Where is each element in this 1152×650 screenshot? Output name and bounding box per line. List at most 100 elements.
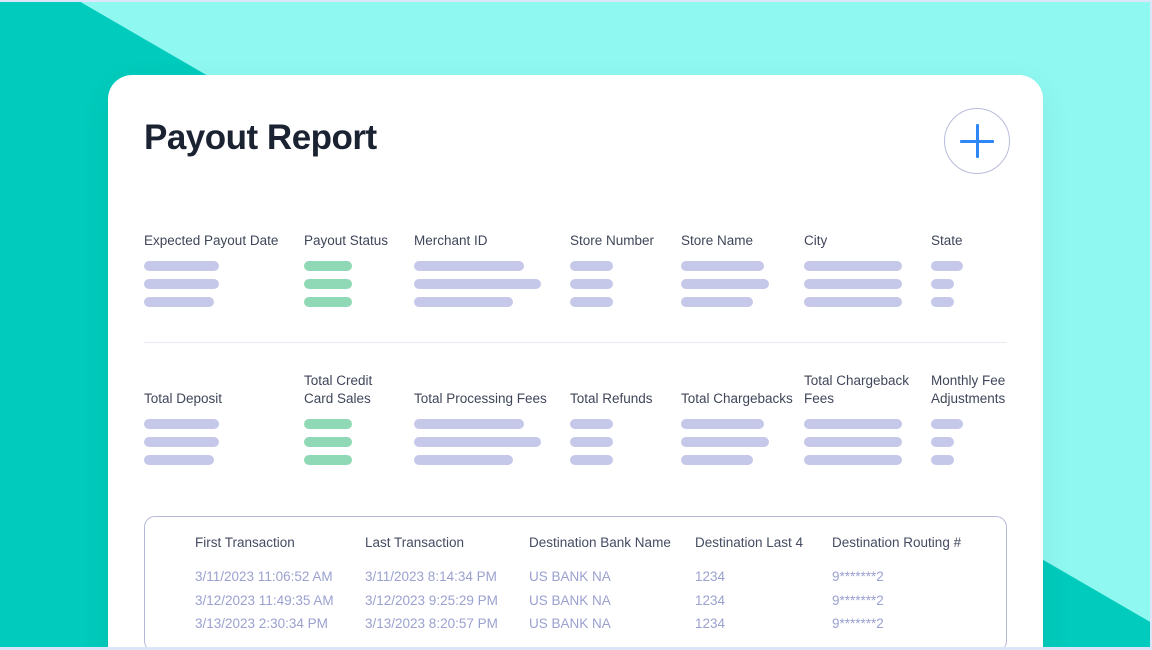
summary-column-label: Total Deposit [144,391,223,406]
summary-column: Merchant ID [414,232,570,315]
skeleton-bar [804,455,902,465]
table-cell: 3/13/2023 2:30:34 PM [195,616,328,631]
skeleton-bar [304,261,352,271]
summary-column-label: Total Refunds [570,391,653,406]
table-header-cell: Destination Routing # [832,535,962,550]
skeleton-bar [570,455,613,465]
transactions-table: First Transaction Last Transaction Destina… [144,516,1007,650]
table-cell: US BANK NA [529,569,611,584]
table-header-cell: First Transaction [195,535,295,550]
summary-column: Total Processing Fees [414,372,570,473]
summary-column: Monthly Fee Adjustments [931,372,1007,473]
add-report-button[interactable] [944,108,1010,174]
skeleton-bar [144,419,219,429]
skeleton-bar [931,437,954,447]
summary-column: Total Chargeback Fees [804,372,931,473]
skeleton-bar [144,279,219,289]
table-cell: 3/11/2023 8:14:34 PM [365,569,497,584]
table-cell: 9*******2 [832,616,884,631]
skeleton-bar [304,279,352,289]
card-header: Payout Report [144,108,1010,174]
skeleton-bar [304,297,352,307]
table-cell: US BANK NA [529,616,611,631]
skeleton-bar [570,419,613,429]
summary-column: Payout Status [304,232,414,315]
skeleton-bar [804,437,902,447]
summary-column: Total Credit Card Sales [304,372,414,473]
table-header-cell: Destination Bank Name [529,535,671,550]
table-header-cell: Destination Last 4 [695,535,804,550]
summary-column-label: Store Number [570,233,655,248]
payout-report-card: Payout Report Expected Payout Date Payout… [108,75,1043,650]
summary-column-label: State [931,233,963,248]
table-cell: 1234 [695,569,726,584]
summary-column-label: Total Chargebacks [681,391,793,406]
skeleton-bar [931,279,954,289]
summary-column-label: Total Processing Fees [414,391,547,406]
transactions-table-body: 3/11/2023 11:06:52 AM 3/11/2023 8:14:34 P… [195,565,986,636]
skeleton-bar [681,279,769,289]
table-cell: 9*******2 [832,592,884,608]
skeleton-bar [570,437,613,447]
table-cell: 3/12/2023 11:49:35 AM [195,592,334,608]
table-cell: US BANK NA [529,592,611,608]
table-cell: 1234 [695,592,726,608]
summary-column-label: City [804,233,828,248]
table-header-cell: Last Transaction [365,535,465,550]
skeleton-bar [414,279,541,289]
skeleton-bar [931,455,954,465]
summary-column: Total Refunds [570,372,681,473]
table-cell: 1234 [695,616,726,631]
skeleton-bar [304,455,352,465]
skeleton-bar [414,437,541,447]
payout-summary-row-2: Total Deposit Total Credit Card Sales Tota… [144,372,1007,473]
table-cell: 3/11/2023 11:06:52 AM [195,569,333,584]
skeleton-bar [144,261,219,271]
skeleton-bar [570,261,613,271]
skeleton-bar [414,455,513,465]
skeleton-bar [931,419,963,429]
skeleton-bar [570,279,613,289]
summary-column: Expected Payout Date [144,232,304,315]
summary-column-label: Total Chargeback Fees [804,373,910,406]
skeleton-bar [681,437,769,447]
skeleton-bar [144,297,214,307]
table-cell: 3/12/2023 9:25:29 PM [365,592,498,608]
table-row: 3/12/2023 11:49:35 AM 3/12/2023 9:25:29 P… [195,589,986,613]
plus-icon [960,124,994,158]
skeleton-bar [931,297,954,307]
skeleton-bar [304,419,352,429]
summary-column: Total Deposit [144,372,304,473]
summary-column: Store Number [570,232,681,315]
summary-column-label: Monthly Fee Adjustments [931,373,1006,406]
skeleton-bar [570,297,613,307]
skeleton-bar [414,261,524,271]
table-cell: 9*******2 [832,569,884,584]
payout-summary-row-1: Expected Payout Date Payout Status Merchan… [144,232,1007,315]
skeleton-bar [681,261,764,271]
table-row: 3/11/2023 11:06:52 AM 3/11/2023 8:14:34 P… [195,565,986,589]
skeleton-bar [804,261,902,271]
skeleton-bar [681,297,753,307]
skeleton-bar [804,297,902,307]
summary-column-label: Merchant ID [414,233,488,248]
summary-column: Total Chargebacks [681,372,804,473]
skeleton-bar [414,419,524,429]
skeleton-bar [681,419,764,429]
table-cell: 3/13/2023 8:20:57 PM [365,616,498,631]
table-row: 3/13/2023 2:30:34 PM 3/13/2023 8:20:57 PM… [195,612,986,636]
skeleton-bar [931,261,963,271]
summary-column-label: Store Name [681,233,754,248]
transactions-table-header-row: First Transaction Last Transaction Destina… [195,534,986,565]
skeleton-bar [681,455,753,465]
skeleton-bar [414,297,513,307]
summary-column-label: Total Credit Card Sales [304,373,373,406]
summary-column: Store Name [681,232,804,315]
summary-column-label: Payout Status [304,233,389,248]
skeleton-bar [304,437,352,447]
skeleton-bar [144,455,214,465]
skeleton-bar [804,419,902,429]
skeleton-bar [804,279,902,289]
summary-column: City [804,232,931,315]
summary-column: State [931,232,1007,315]
